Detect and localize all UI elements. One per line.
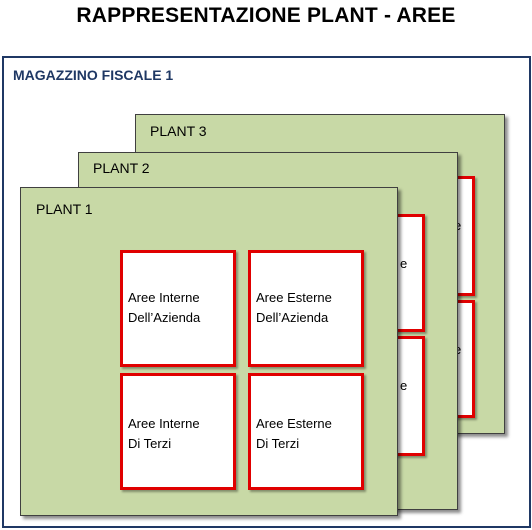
plant-2-label: PLANT 2 [93, 160, 150, 176]
plant-2-area-top-peek: e [400, 256, 408, 271]
area-external-third: Aree Esterne Di Terzi [248, 373, 364, 490]
area-internal-third: Aree Interne Di Terzi [120, 373, 236, 490]
area-external-company-line2: Dell’Azienda [256, 310, 329, 325]
plant-1: PLANT 1 Aree Interne Dell’Azienda Aree E… [20, 187, 398, 516]
diagram-title: RAPPRESENTAZIONE PLANT - AREE [76, 4, 456, 27]
warehouse-container: MAGAZZINO FISCALE 1 PLANT 3 e e PLANT 2 … [2, 56, 531, 528]
area-external-company: Aree Esterne Dell’Azienda [248, 250, 364, 367]
plant-1-label: PLANT 1 [36, 201, 93, 217]
area-internal-third-line1: Aree Interne [128, 416, 200, 431]
area-internal-third-line2: Di Terzi [128, 436, 172, 451]
area-external-third-line2: Di Terzi [256, 436, 300, 451]
area-external-third-line1: Aree Esterne [256, 416, 332, 431]
area-internal-company-line2: Dell’Azienda [128, 310, 201, 325]
plant-2-area-bottom-peek: e [400, 378, 408, 393]
area-external-company-line1: Aree Esterne [256, 290, 332, 305]
area-internal-company: Aree Interne Dell’Azienda [120, 250, 236, 367]
plant-3-label: PLANT 3 [150, 123, 207, 139]
warehouse-label: MAGAZZINO FISCALE 1 [13, 67, 174, 83]
area-internal-company-line1: Aree Interne [128, 290, 200, 305]
